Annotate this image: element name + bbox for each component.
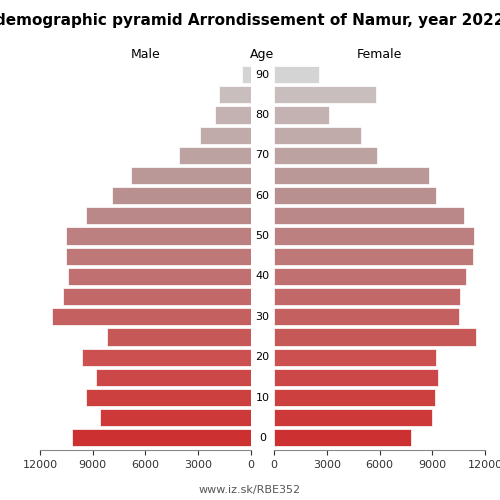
Text: demographic pyramid Arrondissement of Namur, year 2022: demographic pyramid Arrondissement of Na… bbox=[0, 12, 500, 28]
Bar bbox=[66, 248, 251, 265]
Text: 70: 70 bbox=[256, 150, 270, 160]
Bar bbox=[274, 106, 328, 124]
Bar bbox=[66, 228, 251, 244]
Bar bbox=[274, 328, 476, 345]
Bar bbox=[274, 369, 438, 386]
Bar bbox=[274, 348, 436, 366]
Bar bbox=[274, 248, 472, 265]
Bar bbox=[274, 126, 361, 144]
Bar bbox=[274, 389, 435, 406]
Text: 40: 40 bbox=[256, 272, 270, 281]
Bar bbox=[112, 187, 251, 204]
Bar bbox=[96, 369, 251, 386]
Title: Male: Male bbox=[130, 48, 160, 62]
Bar bbox=[274, 167, 429, 184]
Text: 30: 30 bbox=[256, 312, 270, 322]
Bar bbox=[52, 308, 251, 326]
Bar bbox=[274, 268, 466, 285]
Text: 10: 10 bbox=[256, 392, 270, 402]
Bar bbox=[274, 288, 460, 305]
Text: 50: 50 bbox=[256, 231, 270, 241]
Bar bbox=[68, 268, 251, 285]
Bar bbox=[215, 106, 251, 124]
Bar bbox=[274, 147, 377, 164]
Bar bbox=[274, 86, 376, 104]
Text: 60: 60 bbox=[256, 190, 270, 200]
Text: 0: 0 bbox=[259, 433, 266, 443]
Bar bbox=[200, 126, 251, 144]
Bar bbox=[274, 66, 319, 83]
Title: Female: Female bbox=[357, 48, 402, 62]
Bar bbox=[274, 228, 474, 244]
Bar bbox=[100, 409, 251, 426]
Bar bbox=[274, 187, 436, 204]
Bar bbox=[86, 208, 251, 224]
Bar bbox=[220, 86, 251, 104]
Text: 90: 90 bbox=[256, 70, 270, 80]
Bar bbox=[179, 147, 251, 164]
Bar bbox=[242, 66, 251, 83]
Bar bbox=[274, 208, 464, 224]
Text: 80: 80 bbox=[256, 110, 270, 120]
Bar bbox=[132, 167, 251, 184]
Bar bbox=[86, 389, 251, 406]
Bar bbox=[82, 348, 251, 366]
Bar bbox=[63, 288, 251, 305]
Text: www.iz.sk/RBE352: www.iz.sk/RBE352 bbox=[199, 485, 301, 495]
Title: Age: Age bbox=[250, 48, 274, 62]
Text: 20: 20 bbox=[256, 352, 270, 362]
Bar bbox=[107, 328, 251, 345]
Bar bbox=[274, 409, 432, 426]
Bar bbox=[72, 430, 251, 446]
Bar bbox=[274, 430, 411, 446]
Bar bbox=[274, 308, 458, 326]
